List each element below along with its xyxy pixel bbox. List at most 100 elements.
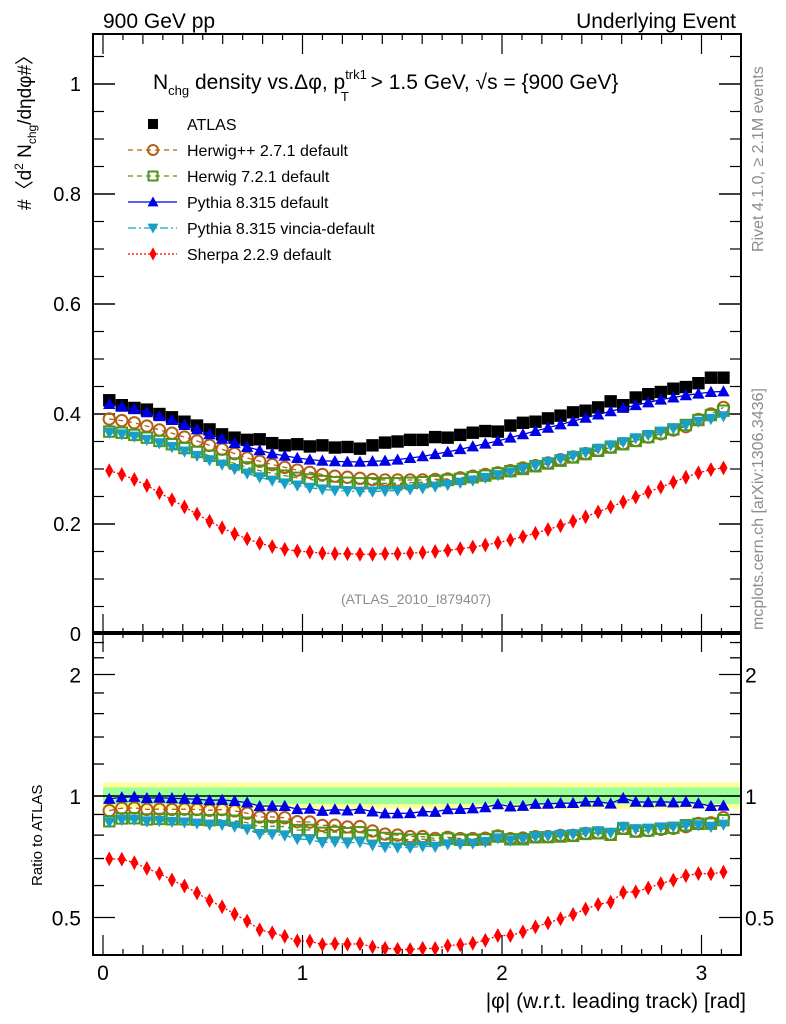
data-point [667,391,680,403]
series-line [109,410,724,484]
ratio-point [316,837,329,849]
legend-item: ATLAS [148,117,237,134]
data-point [629,433,642,445]
data-point [252,454,267,468]
ratio-series-sherpa-2-2-9-default [105,851,728,955]
ratio-point [341,804,354,816]
data-point [303,440,317,453]
data-point [428,430,442,444]
ratio-panel: 0.5 0.5 1 1 2 2 0 1 2 3 [52,641,774,985]
ratio-point [454,839,467,851]
data-point [117,467,126,482]
ratio-point [303,834,317,846]
data-point [115,429,129,441]
legend: ATLAS Herwig++ 2.7.1 default Herwig 7.2.1 … [128,117,375,264]
data-point [569,513,578,529]
ratio-point [278,811,292,825]
data-point [491,434,505,446]
header-left: 900 GeV pp [103,10,215,33]
ratio-point [218,899,227,915]
data-point [177,430,192,444]
ratio-point [343,936,352,952]
data-point [265,457,279,472]
data-point [253,433,266,446]
ratio-ylabel: Ratio to ATLAS [29,785,46,886]
data-point [493,535,502,551]
ratio-point [128,790,141,802]
data-point [291,451,304,463]
data-point [140,406,154,418]
ratio-point [340,820,355,834]
ratio-series-pythia-8-315-default [103,790,730,819]
data-point [330,546,339,562]
data-point [142,478,151,493]
ratio-point [316,804,329,816]
ratio-point [303,802,317,814]
data-point [644,484,653,500]
rivet-label: Rivet 4.1.0, ≥ 2.1M events [750,66,767,252]
ratio-point [293,933,302,949]
data-point [504,431,517,443]
ratio-point [152,802,167,816]
series-pythia-8-315-default [103,385,730,467]
legend-marker [148,119,158,129]
ratio-point [466,802,479,814]
ratio-point [554,797,567,809]
ratio-y-tick-label-right: 2 [745,665,757,688]
x-tick-label: 1 [297,962,309,985]
ratio-point [468,935,477,951]
ratio-point [192,885,202,901]
ratio-point [617,791,630,804]
data-point [328,441,342,454]
data-point [456,541,465,557]
ratio-point [456,937,465,953]
data-point [152,423,167,437]
ratio-point [656,876,665,892]
data-point [692,416,705,428]
data-point [290,463,304,477]
data-point [454,477,467,489]
data-point [180,499,189,515]
ratio-point [491,798,505,810]
data-point [604,405,617,417]
data-point [378,454,392,466]
data-point [543,522,553,537]
ratio-point [330,936,339,952]
ratio-point [441,803,454,815]
data-point [669,474,678,490]
ratio-point [155,866,164,881]
data-point [215,459,229,471]
ratio-point [403,842,417,854]
data-point [692,387,705,399]
ratio-point [541,797,555,809]
ratio-point [215,819,229,832]
ratio-point [228,794,241,806]
data-point [441,479,454,492]
ratio-point [581,901,590,917]
data-point [103,397,116,410]
ratio-point [591,826,605,838]
ratio-point [479,836,492,849]
data-point [479,424,492,438]
data-point [692,377,705,390]
ratio-point [265,810,279,824]
x-axis-label: |φ| (w.r.t. leading track) [rad] [486,990,746,1013]
ratio-point [341,838,354,850]
ratio-point [654,795,668,807]
ratio-point [493,928,502,943]
ratio-point [644,880,653,896]
legend-label: ATLAS [187,117,237,134]
data-point [706,462,715,477]
x-tick-label: 0 [97,962,109,985]
x-tick-label: 2 [496,962,508,985]
ratio-point [706,866,715,882]
data-point [240,433,254,447]
header-right: Underlying Event [576,10,736,33]
main-panel: 0 0.2 0.4 0.6 0.8 1 [53,33,742,956]
data-point [353,442,367,455]
ratio-point [165,792,179,804]
ratio-point [717,819,730,831]
data-point [153,438,166,450]
data-point [719,460,728,476]
ratio-point [518,924,527,940]
